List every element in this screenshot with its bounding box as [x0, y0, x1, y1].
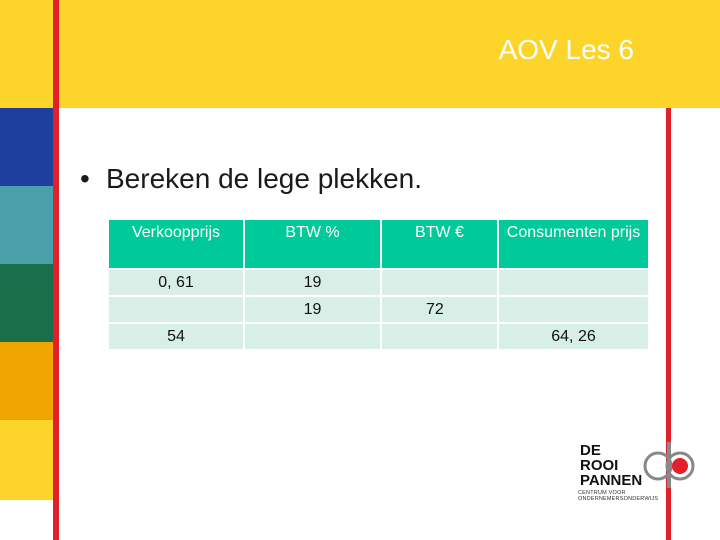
price-table: Verkoopprijs BTW % BTW € Consumenten pri… [107, 218, 650, 351]
table-cell [107, 295, 245, 324]
table-header-row: Verkoopprijs BTW % BTW € Consumenten pri… [107, 218, 650, 270]
table-cell: 72 [380, 295, 499, 324]
column-header-consumentenprijs: Consumenten prijs [497, 218, 650, 270]
bullet-text: Bereken de lege plekken. [106, 163, 422, 194]
side-strip-yellow-top [0, 0, 53, 108]
slide-title: AOV Les 6 [498, 34, 634, 65]
side-strip-blue [0, 108, 53, 186]
bullet-item: • Bereken de lege plekken. [80, 163, 422, 195]
logo-line-3: PANNEN [580, 472, 643, 489]
table-cell: 64, 26 [497, 322, 650, 351]
table-cell: 54 [107, 322, 245, 351]
table-cell [243, 322, 382, 351]
column-header-verkoopprijs: Verkoopprijs [107, 218, 245, 270]
side-strip-yellow-bottom [0, 420, 53, 500]
right-red-line [666, 108, 671, 540]
logo-emblem-icon [643, 442, 695, 488]
de-rooi-pannen-logo: DE ROOI PANNEN CENTRUM VOOR ONDERNEMERSO… [574, 440, 698, 502]
slide-header: AOV Les 6 [59, 0, 720, 108]
table-cell [380, 322, 499, 351]
left-red-line [53, 0, 59, 540]
logo-line-1: DE [580, 442, 601, 459]
table-cell: 19 [243, 295, 382, 324]
table-row: 19 72 [107, 295, 650, 324]
table-row: 54 64, 26 [107, 322, 650, 351]
side-strip-green [0, 264, 53, 342]
logo-subtitle: CENTRUM VOOR ONDERNEMERSONDERWIJS [578, 490, 659, 502]
side-strip-teal [0, 186, 53, 264]
column-header-btw-percent: BTW % [243, 218, 382, 270]
table-cell: 0, 61 [107, 268, 245, 297]
table-cell [380, 268, 499, 297]
table-cell [497, 268, 650, 297]
column-header-btw-euro: BTW € [380, 218, 499, 270]
table-row: 0, 61 19 [107, 268, 650, 297]
table-cell [497, 295, 650, 324]
logo-line-2: ROOI [580, 457, 619, 474]
table-cell: 19 [243, 268, 382, 297]
bullet-dot-icon: • [80, 163, 90, 194]
side-strip-orange [0, 342, 53, 420]
